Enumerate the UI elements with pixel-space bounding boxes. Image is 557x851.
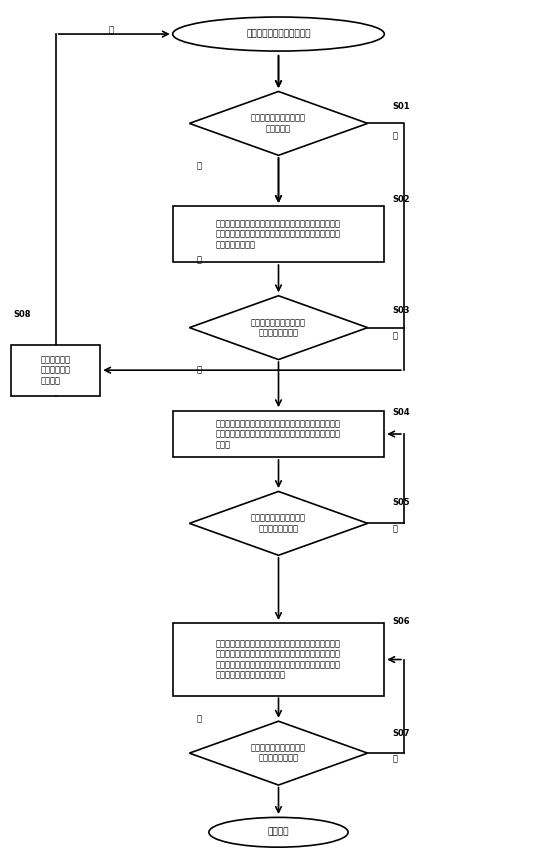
Ellipse shape	[173, 17, 384, 51]
FancyBboxPatch shape	[11, 345, 100, 396]
Text: S05: S05	[392, 498, 410, 506]
Text: S07: S07	[392, 729, 410, 738]
FancyBboxPatch shape	[173, 206, 384, 262]
Text: 是: 是	[197, 715, 202, 723]
Text: 发动机喷油点火，并进入转速控制模式，目标转速为电机
转速；耦合机构离合器保持分离状态；电机的目标扭矩为
驾驶员需求扭矩。: 发动机喷油点火，并进入转速控制模式，目标转速为电机 转速；耦合机构离合器保持分离…	[216, 219, 341, 249]
Text: S01: S01	[392, 102, 410, 111]
Polygon shape	[189, 92, 368, 155]
Polygon shape	[189, 722, 368, 785]
Text: 发动机转速是否大于某最
低启动转速: 发动机转速是否大于某最 低启动转速	[251, 114, 306, 133]
Polygon shape	[189, 492, 368, 555]
Text: 耦合机构离合器的扭矩是
否大于锁止预设值: 耦合机构离合器的扭矩是 否大于锁止预设值	[251, 744, 306, 762]
Text: 是: 是	[197, 162, 202, 170]
Text: 否: 否	[393, 132, 398, 140]
Text: 启动完成: 启动完成	[268, 828, 289, 837]
Text: 采用行进间电
机拖发动机的
启动方式: 采用行进间电 机拖发动机的 启动方式	[41, 355, 71, 386]
FancyBboxPatch shape	[173, 623, 384, 696]
Text: 是: 是	[197, 366, 202, 374]
Polygon shape	[189, 296, 368, 359]
Text: S04: S04	[392, 408, 410, 417]
Text: S06: S06	[392, 617, 410, 625]
Text: 耦合机构离合器以一定的速率逐渐完全接合至锁止状态；
同时发动机由转速控制模式切换为扭矩控制模式，其目标
扭矩逐渐向驾驶员需求扭矩过渡；电机目标扭矩为驾驶员
需求: 耦合机构离合器以一定的速率逐渐完全接合至锁止状态； 同时发动机由转速控制模式切换…	[216, 639, 341, 680]
Text: 电机与发动机的转速差是
否低于第一预设值: 电机与发动机的转速差是 否低于第一预设值	[251, 318, 306, 337]
Text: 否: 否	[393, 332, 398, 340]
Text: 发动机继续保持转速控制模式，目标转速为电机转速；耦
合机构离合器处于半接合状态，电机扭矩仍为驾驶员需求
扭矩。: 发动机继续保持转速控制模式，目标转速为电机转速；耦 合机构离合器处于半接合状态，…	[216, 419, 341, 449]
Text: S08: S08	[13, 311, 31, 319]
Text: S03: S03	[392, 306, 410, 315]
Text: 否: 否	[109, 26, 114, 34]
Text: S02: S02	[392, 196, 410, 204]
Text: 行进间发动机接收启动指令: 行进间发动机接收启动指令	[246, 30, 311, 38]
FancyBboxPatch shape	[173, 411, 384, 458]
Text: 否: 否	[393, 525, 398, 534]
Text: 电机与发动机的转速差是
否低于第二预设值: 电机与发动机的转速差是 否低于第二预设值	[251, 514, 306, 533]
Text: 否: 否	[393, 755, 398, 763]
Ellipse shape	[209, 817, 348, 848]
Text: 是: 是	[197, 255, 202, 264]
